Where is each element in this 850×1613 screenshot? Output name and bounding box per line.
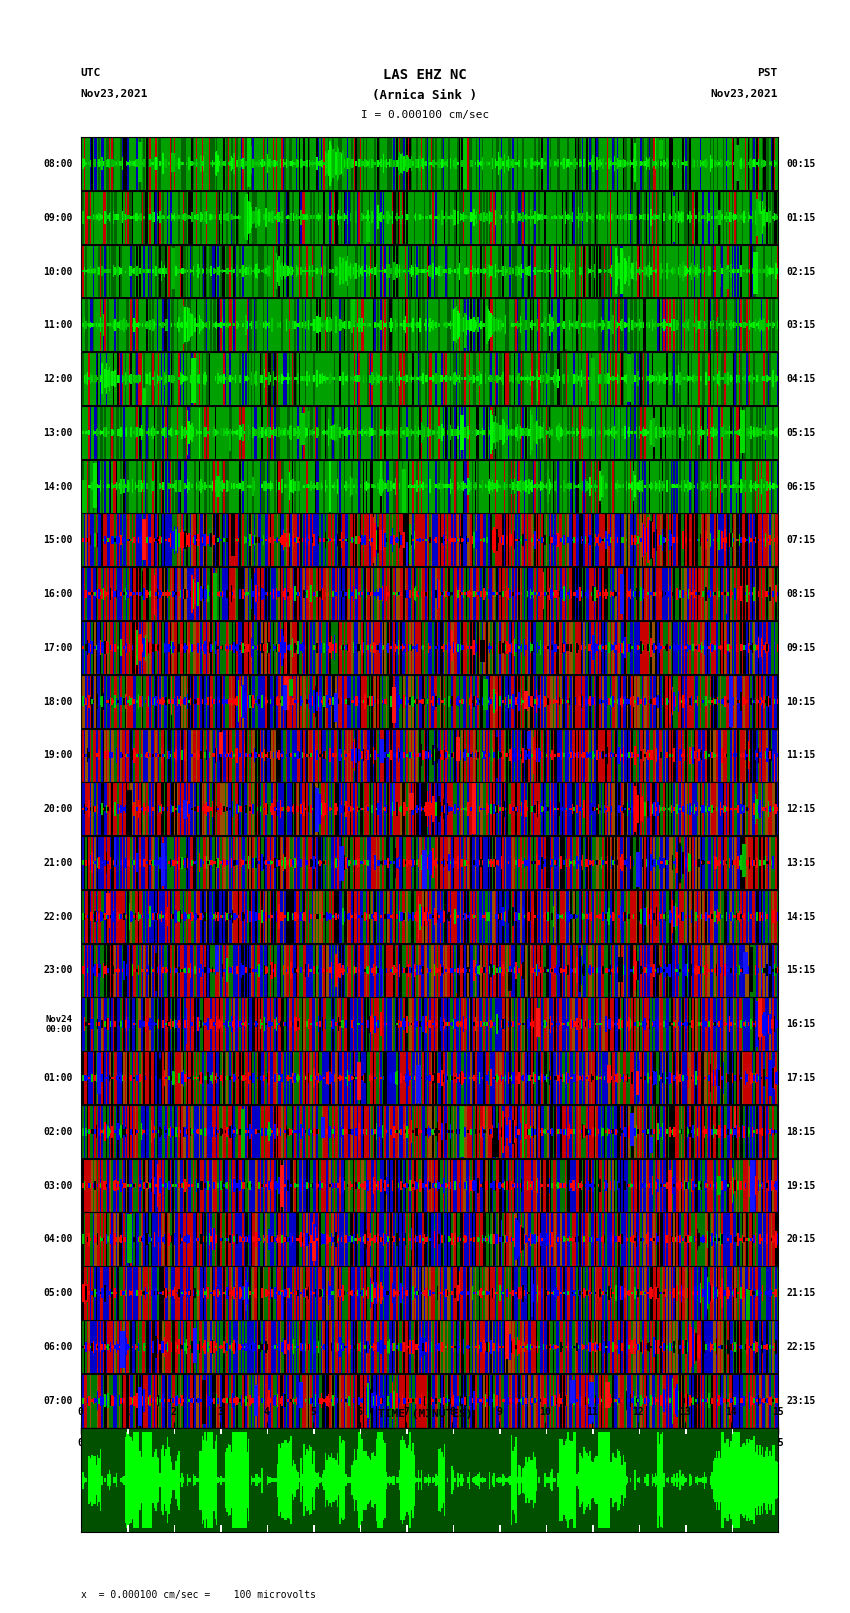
Text: 19:00: 19:00	[43, 750, 72, 760]
Text: 18:00: 18:00	[43, 697, 72, 706]
Text: 14:00: 14:00	[43, 482, 72, 492]
Text: 00:15: 00:15	[786, 160, 815, 169]
Text: 22:15: 22:15	[786, 1342, 815, 1352]
Text: 07:15: 07:15	[786, 536, 815, 545]
Text: 15:15: 15:15	[786, 966, 815, 976]
Text: 21:00: 21:00	[43, 858, 72, 868]
Text: 16:15: 16:15	[786, 1019, 815, 1029]
Text: 10:15: 10:15	[786, 697, 815, 706]
Text: 10:00: 10:00	[43, 266, 72, 276]
Text: 18:15: 18:15	[786, 1127, 815, 1137]
Text: 04:15: 04:15	[786, 374, 815, 384]
Text: 16:00: 16:00	[43, 589, 72, 598]
Text: Nov23,2021: Nov23,2021	[81, 89, 148, 98]
Text: 07:00: 07:00	[43, 1395, 72, 1405]
Text: 02:00: 02:00	[43, 1127, 72, 1137]
Text: 12:15: 12:15	[786, 805, 815, 815]
Text: 06:00: 06:00	[43, 1342, 72, 1352]
Text: 08:00: 08:00	[43, 160, 72, 169]
Text: 17:15: 17:15	[786, 1073, 815, 1082]
Text: 23:00: 23:00	[43, 966, 72, 976]
Text: 22:00: 22:00	[43, 911, 72, 921]
Text: PST: PST	[757, 68, 778, 77]
Text: 05:00: 05:00	[43, 1289, 72, 1298]
Text: 13:15: 13:15	[786, 858, 815, 868]
Text: 17:00: 17:00	[43, 644, 72, 653]
Text: 21:15: 21:15	[786, 1289, 815, 1298]
Text: 08:15: 08:15	[786, 589, 815, 598]
Text: 14:15: 14:15	[786, 911, 815, 921]
Text: 15:00: 15:00	[43, 536, 72, 545]
Text: 01:15: 01:15	[786, 213, 815, 223]
Text: 23:15: 23:15	[786, 1395, 815, 1405]
Text: 19:15: 19:15	[786, 1181, 815, 1190]
Text: 06:15: 06:15	[786, 482, 815, 492]
Text: 09:00: 09:00	[43, 213, 72, 223]
Text: x  = 0.000100 cm/sec =    100 microvolts: x = 0.000100 cm/sec = 100 microvolts	[81, 1590, 315, 1600]
Text: 04:00: 04:00	[43, 1234, 72, 1244]
Text: 03:15: 03:15	[786, 321, 815, 331]
Text: Nov24
00:00: Nov24 00:00	[46, 1015, 72, 1034]
Text: 13:00: 13:00	[43, 427, 72, 437]
Text: 02:15: 02:15	[786, 266, 815, 276]
Text: 03:00: 03:00	[43, 1181, 72, 1190]
Text: 05:15: 05:15	[786, 427, 815, 437]
Text: 12:00: 12:00	[43, 374, 72, 384]
Text: Nov23,2021: Nov23,2021	[711, 89, 778, 98]
Text: TIME (MINUTES): TIME (MINUTES)	[377, 1410, 473, 1419]
Text: 20:00: 20:00	[43, 805, 72, 815]
Text: 11:15: 11:15	[786, 750, 815, 760]
Text: LAS EHZ NC: LAS EHZ NC	[383, 68, 467, 82]
Text: 20:15: 20:15	[786, 1234, 815, 1244]
Text: I = 0.000100 cm/sec: I = 0.000100 cm/sec	[361, 110, 489, 119]
Text: 09:15: 09:15	[786, 644, 815, 653]
Text: 11:00: 11:00	[43, 321, 72, 331]
Text: UTC: UTC	[81, 68, 101, 77]
Text: (Arnica Sink ): (Arnica Sink )	[372, 89, 478, 102]
Text: 01:00: 01:00	[43, 1073, 72, 1082]
